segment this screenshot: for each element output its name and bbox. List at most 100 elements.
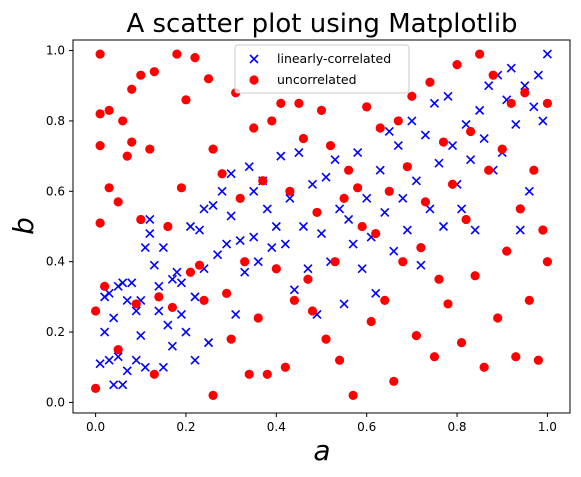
data-point (420, 130, 430, 140)
axes-frame (72, 39, 571, 414)
data-point (425, 77, 435, 87)
data-point (524, 295, 534, 305)
data-point (366, 316, 376, 327)
data-point (353, 183, 363, 193)
data-point (149, 260, 159, 270)
data-point (122, 151, 132, 161)
data-point (172, 49, 182, 59)
data-point (226, 334, 236, 344)
data-point (113, 197, 123, 207)
data-point (325, 140, 336, 151)
legend-x-marker (249, 54, 259, 64)
data-point (104, 288, 114, 298)
data-point (434, 158, 444, 168)
x-axis-ticks: 0.0 0.2 0.4 0.6 0.8 1.0 (86, 413, 557, 434)
series-uncorrelated (90, 49, 553, 401)
data-point (154, 306, 164, 316)
data-point (118, 380, 128, 390)
x-tick-label: 0.6 (357, 420, 376, 434)
data-point (420, 197, 431, 207)
data-point (217, 186, 227, 196)
data-point (515, 204, 525, 214)
data-point (529, 102, 539, 112)
data-point (542, 49, 552, 59)
data-point (181, 95, 191, 105)
data-point (262, 204, 272, 214)
x-tick-label: 0.2 (176, 420, 195, 434)
y-tick-label: 0.2 (46, 325, 65, 339)
data-point (90, 306, 101, 316)
data-point (136, 214, 146, 225)
data-point (470, 271, 480, 281)
data-point (113, 345, 123, 355)
data-point (222, 239, 232, 249)
data-point (497, 144, 507, 154)
data-point (434, 274, 444, 284)
data-point (131, 299, 141, 309)
data-point (321, 172, 331, 182)
data-point (176, 183, 187, 193)
data-point (194, 225, 205, 235)
data-point (145, 144, 155, 154)
data-point (253, 257, 263, 267)
plot-area (90, 49, 553, 401)
data-point (294, 148, 304, 158)
data-point (267, 116, 277, 126)
data-point (131, 355, 141, 365)
data-point (109, 380, 119, 390)
data-point (285, 186, 295, 196)
data-point (393, 141, 403, 151)
data-point (104, 105, 114, 115)
data-point (389, 246, 399, 256)
data-point (357, 264, 367, 274)
data-point (447, 141, 458, 151)
data-point (533, 355, 543, 365)
data-point (456, 338, 467, 348)
data-point (249, 123, 259, 133)
data-point (140, 362, 150, 372)
data-point (493, 313, 503, 323)
data-point (307, 179, 318, 189)
data-point (303, 274, 313, 284)
data-point (466, 126, 476, 137)
legend-label-linearly-correlated: linearly-correlated (277, 51, 391, 66)
data-point (375, 165, 385, 175)
y-tick-label: 0.8 (46, 114, 65, 128)
data-point (217, 169, 227, 179)
data-point (158, 243, 168, 253)
data-point (154, 281, 164, 291)
data-point (118, 278, 128, 288)
data-point (100, 281, 110, 291)
data-point (438, 137, 449, 147)
data-point (280, 362, 290, 372)
data-point (402, 225, 412, 235)
data-point (249, 232, 259, 242)
data-point (334, 355, 345, 365)
data-point (357, 221, 367, 232)
data-point (348, 390, 358, 401)
data-point (149, 369, 159, 379)
data-point (429, 352, 440, 362)
y-tick-label: 1.0 (46, 44, 65, 58)
data-point (213, 250, 223, 260)
data-point (484, 165, 494, 175)
data-point (339, 193, 349, 203)
x-tick-label: 0.4 (267, 420, 286, 434)
data-point (330, 155, 340, 165)
data-point (515, 225, 525, 235)
data-point (353, 148, 363, 158)
data-point (389, 376, 399, 386)
data-point (140, 243, 150, 253)
legend: linearly-correlated uncorrelated (234, 44, 410, 94)
data-point (95, 218, 105, 228)
data-point (190, 355, 200, 365)
data-point (199, 204, 209, 214)
data-point (158, 362, 168, 372)
data-point (104, 355, 114, 365)
data-point (190, 292, 200, 302)
y-tick-label: 0.0 (46, 395, 65, 409)
data-point (502, 246, 512, 256)
legend-marker-uncorrelated (249, 75, 259, 85)
data-point (362, 193, 372, 203)
data-point (371, 228, 381, 239)
